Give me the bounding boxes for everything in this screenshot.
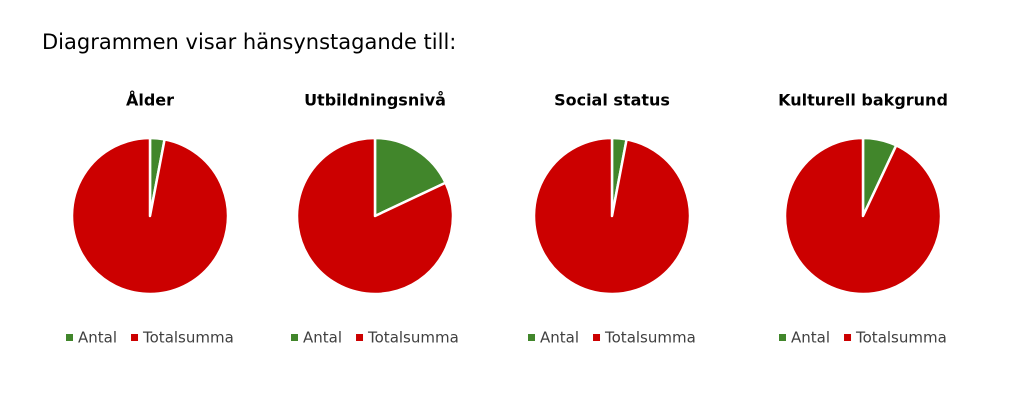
page-title: Diagrammen visar hänsynstagande till: <box>42 30 456 54</box>
pie-slice <box>532 136 692 296</box>
legend-swatch <box>779 334 786 341</box>
legend-label: Antal <box>303 329 342 347</box>
chart-title: Ålder <box>126 91 174 110</box>
chart-title: Kulturell bakgrund <box>778 91 948 110</box>
legend-swatch <box>291 334 298 341</box>
legend-swatch <box>528 334 535 341</box>
pie-slice <box>295 136 455 296</box>
legend-label: Totalsumma <box>367 329 459 347</box>
legend-swatch <box>66 334 73 341</box>
legend-swatch <box>844 334 852 341</box>
pie-slice <box>783 136 943 296</box>
legend-swatch <box>131 334 139 341</box>
pie-slice <box>373 136 447 218</box>
chart-title: Utbildningsnivå <box>304 91 446 110</box>
pie-slice <box>70 136 230 296</box>
legend-label: Totalsumma <box>142 329 234 347</box>
legend-swatch <box>593 334 601 341</box>
legend-label: Totalsumma <box>604 329 696 347</box>
legend-label: Antal <box>540 329 579 347</box>
legend-label: Antal <box>791 329 830 347</box>
legend-label: Antal <box>78 329 117 347</box>
legend-swatch <box>356 334 364 341</box>
legend-label: Totalsumma <box>855 329 947 347</box>
chart-title: Social status <box>554 91 670 110</box>
